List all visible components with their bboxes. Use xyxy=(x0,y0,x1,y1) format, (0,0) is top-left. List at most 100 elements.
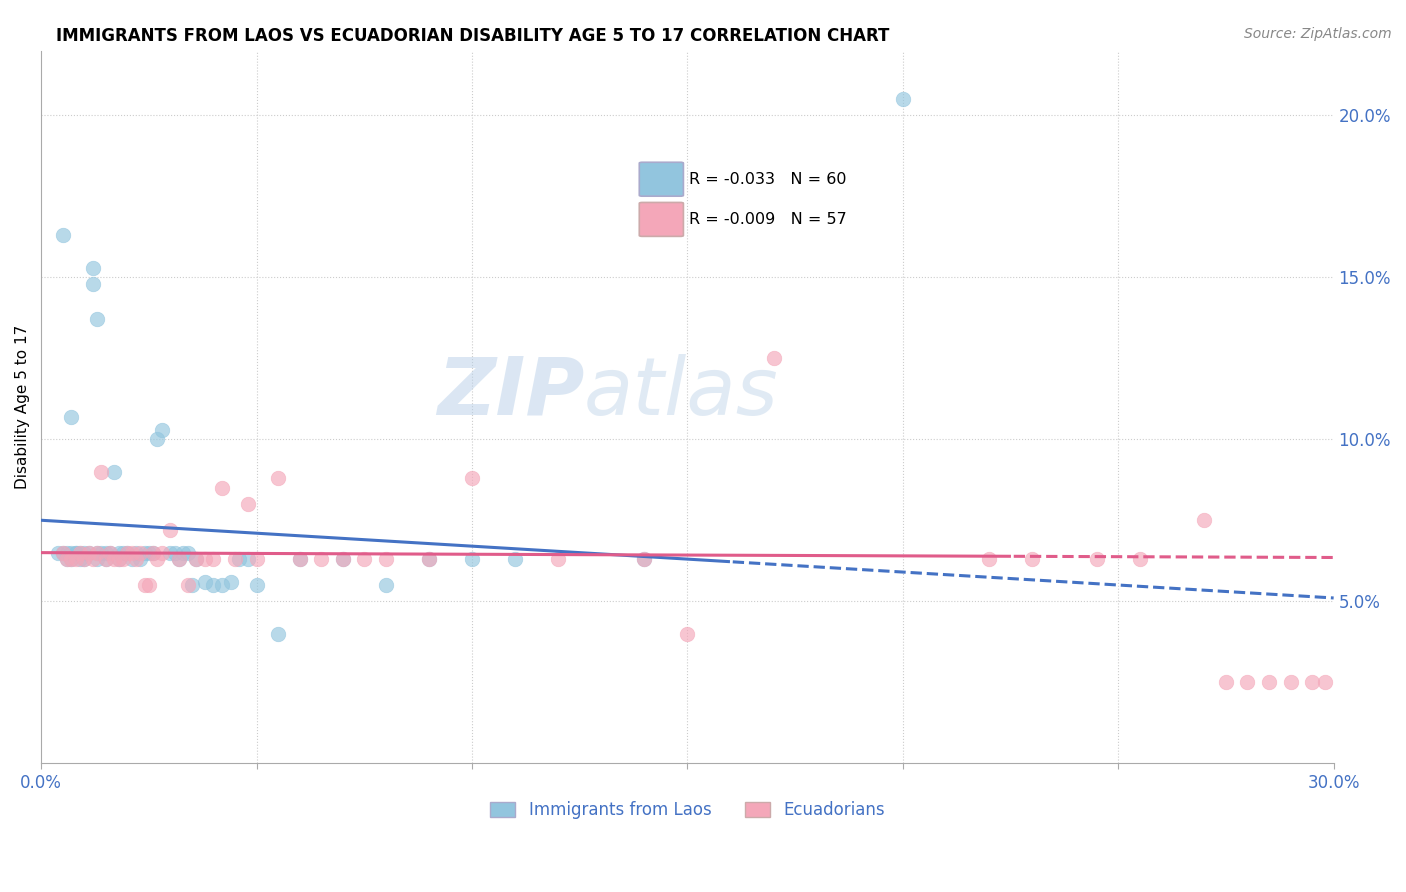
Point xyxy=(236,497,259,511)
Point xyxy=(332,552,354,566)
Point xyxy=(60,552,83,566)
Point xyxy=(1313,675,1336,690)
Point xyxy=(163,546,186,560)
Point xyxy=(676,626,699,640)
Point xyxy=(1301,675,1323,690)
Point xyxy=(77,546,100,560)
Point xyxy=(236,552,259,566)
Point xyxy=(90,465,112,479)
Point xyxy=(60,546,83,560)
Point xyxy=(98,546,121,560)
Point xyxy=(82,277,104,291)
Point xyxy=(224,552,246,566)
Point xyxy=(211,578,233,592)
Point xyxy=(176,546,198,560)
Point xyxy=(176,578,198,592)
Point xyxy=(117,546,139,560)
Point xyxy=(1236,675,1258,690)
Point xyxy=(245,578,267,592)
Point xyxy=(194,552,217,566)
Point xyxy=(228,552,250,566)
Point xyxy=(762,351,785,366)
Point xyxy=(103,552,125,566)
Point xyxy=(180,578,202,592)
Point xyxy=(125,546,148,560)
Point xyxy=(219,574,242,589)
Text: ZIP: ZIP xyxy=(437,353,583,432)
Point xyxy=(69,546,91,560)
Point xyxy=(94,552,117,566)
Point xyxy=(288,552,311,566)
Point xyxy=(129,552,152,566)
Point xyxy=(353,552,375,566)
Point xyxy=(547,552,569,566)
Point xyxy=(267,471,290,485)
Point xyxy=(374,552,396,566)
Point xyxy=(98,546,121,560)
Point xyxy=(1215,675,1237,690)
Point xyxy=(1258,675,1281,690)
Point xyxy=(90,546,112,560)
Point xyxy=(65,552,87,566)
Point xyxy=(1129,552,1152,566)
Point xyxy=(150,546,173,560)
Point xyxy=(503,552,526,566)
Point xyxy=(107,546,129,560)
Point xyxy=(52,546,75,560)
Point xyxy=(309,552,332,566)
Point xyxy=(134,578,156,592)
Point xyxy=(86,546,108,560)
Point xyxy=(60,409,83,424)
Point xyxy=(159,546,181,560)
Text: atlas: atlas xyxy=(583,353,779,432)
Point xyxy=(138,546,160,560)
Point xyxy=(65,546,87,560)
Point xyxy=(418,552,440,566)
Text: R = -0.009   N = 57: R = -0.009 N = 57 xyxy=(689,212,846,227)
Point xyxy=(94,546,117,560)
Point xyxy=(374,578,396,592)
Point xyxy=(288,552,311,566)
Point xyxy=(121,552,143,566)
Point xyxy=(267,626,290,640)
Text: R = -0.033   N = 60: R = -0.033 N = 60 xyxy=(689,172,846,186)
Point xyxy=(1279,675,1302,690)
Point xyxy=(194,574,217,589)
Point xyxy=(142,546,165,560)
Point xyxy=(56,552,79,566)
Point xyxy=(129,546,152,560)
Point xyxy=(1085,552,1108,566)
Point xyxy=(52,546,75,560)
Point xyxy=(56,552,79,566)
Point xyxy=(121,546,143,560)
Point xyxy=(633,552,655,566)
Point xyxy=(46,546,69,560)
Point xyxy=(891,92,914,106)
Point xyxy=(167,552,190,566)
Point xyxy=(73,552,96,566)
Point xyxy=(134,546,156,560)
Point xyxy=(69,552,91,566)
Point xyxy=(172,546,194,560)
Point xyxy=(332,552,354,566)
Point xyxy=(125,552,148,566)
Point xyxy=(146,432,169,446)
FancyBboxPatch shape xyxy=(640,162,683,196)
Point xyxy=(146,552,169,566)
FancyBboxPatch shape xyxy=(640,202,683,236)
Point xyxy=(150,423,173,437)
Point xyxy=(82,552,104,566)
Point xyxy=(86,546,108,560)
Point xyxy=(633,552,655,566)
Point xyxy=(73,546,96,560)
Legend: Immigrants from Laos, Ecuadorians: Immigrants from Laos, Ecuadorians xyxy=(484,795,891,826)
Point xyxy=(138,578,160,592)
Point xyxy=(461,552,484,566)
Point xyxy=(211,481,233,495)
Point xyxy=(117,546,139,560)
Point xyxy=(82,260,104,275)
Point xyxy=(60,552,83,566)
Y-axis label: Disability Age 5 to 17: Disability Age 5 to 17 xyxy=(15,325,30,489)
Text: Source: ZipAtlas.com: Source: ZipAtlas.com xyxy=(1244,27,1392,41)
Point xyxy=(142,546,165,560)
